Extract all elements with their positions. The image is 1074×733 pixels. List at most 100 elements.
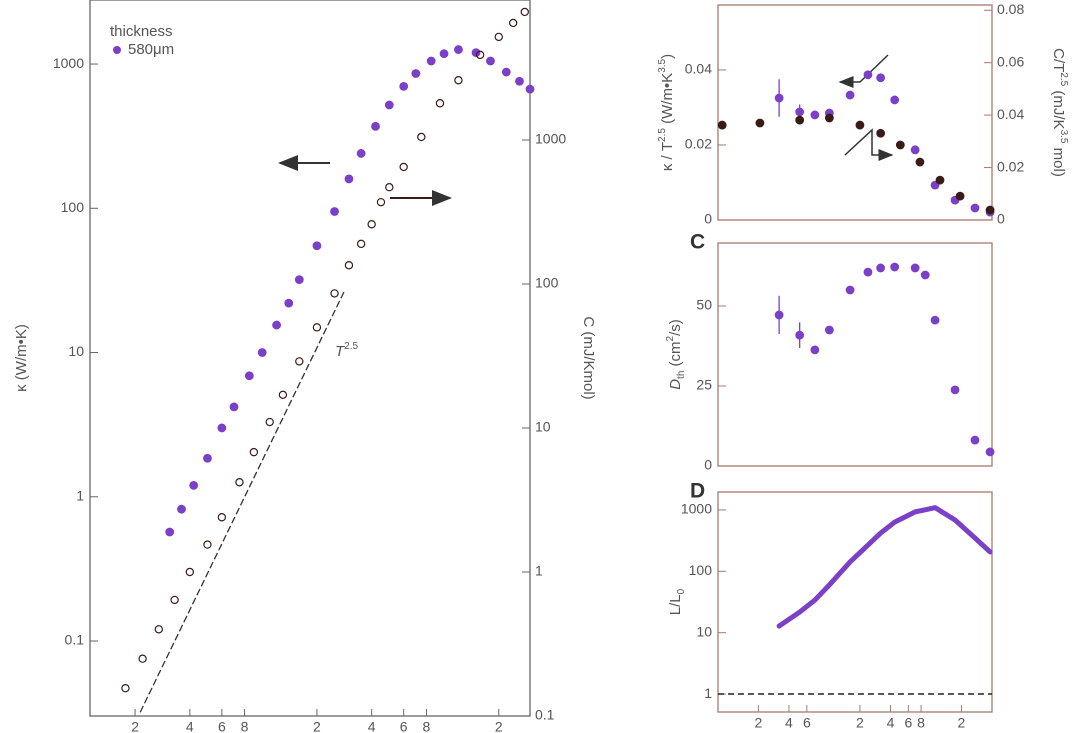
y-tick-label: 10	[696, 623, 712, 639]
data-point	[356, 149, 366, 158]
data-point	[855, 120, 865, 130]
y-tick-label: 0.02	[685, 136, 712, 152]
data-point	[845, 285, 855, 295]
data-point	[272, 320, 281, 330]
label-part: (W/m•K	[659, 73, 676, 128]
data-point	[356, 239, 366, 249]
label-part: 2.5	[657, 128, 668, 142]
data-point	[985, 205, 995, 215]
label-part: 3.5	[1058, 130, 1069, 144]
label-part: κ / T	[659, 142, 676, 171]
annotation: T2.5	[335, 341, 359, 360]
label-part: /s)	[667, 319, 684, 336]
label-part: (cm	[667, 341, 684, 370]
data-point	[876, 128, 886, 138]
data-point	[930, 315, 940, 325]
label-part: th	[676, 371, 687, 379]
panel-label: D	[690, 480, 705, 503]
data-point	[367, 220, 376, 229]
x-tick-label: 4	[186, 719, 194, 733]
y-tick-label: 0.1	[65, 632, 85, 648]
y-tick-label: 1000	[681, 501, 712, 517]
data-point	[185, 567, 195, 577]
data-point	[376, 197, 386, 207]
data-point	[895, 140, 905, 150]
y-axis-label: κ (W/m•K)	[13, 324, 30, 392]
data-point	[876, 73, 886, 83]
y-tick-label: 1	[76, 487, 84, 503]
data-point	[165, 527, 175, 537]
data-point	[845, 90, 855, 100]
data-point	[824, 113, 834, 123]
data-point	[344, 174, 354, 184]
data-point	[330, 289, 339, 298]
plot-frame	[89, 0, 531, 717]
data-point	[294, 275, 304, 285]
data-point	[439, 49, 449, 59]
label-part: mol)	[1050, 143, 1067, 176]
y2-axis-label: C/T2.5 (mJ/K3.5 mol)	[1050, 48, 1069, 177]
data-point	[189, 480, 199, 490]
data-point	[970, 435, 980, 445]
label-part: 0	[676, 588, 687, 594]
data-point	[384, 100, 394, 110]
y-tick-label: 100	[689, 562, 713, 578]
data-point	[121, 683, 130, 693]
label-part: T	[335, 343, 346, 360]
y-tick-label: 50	[696, 297, 712, 313]
data-point	[177, 504, 186, 514]
data-point	[970, 203, 980, 213]
y2-tick-label: 1000	[535, 131, 566, 147]
series-line	[776, 505, 993, 629]
x-tick-label: 6	[218, 719, 226, 733]
data-point	[454, 76, 463, 85]
data-point	[154, 625, 163, 634]
y2-tick-label: 0.06	[997, 53, 1024, 69]
x-tick-label: 2	[958, 715, 966, 731]
y-tick-label: 0	[704, 457, 712, 473]
data-point	[284, 298, 294, 308]
data-point	[755, 118, 765, 128]
data-point	[257, 348, 267, 357]
data-point	[312, 323, 322, 332]
legend-marker	[113, 46, 121, 54]
data-point	[955, 191, 965, 201]
y-tick-label: 25	[696, 377, 712, 393]
y2-tick-label: 100	[535, 275, 559, 291]
plot-frame	[717, 4, 993, 221]
data-point	[810, 345, 820, 355]
data-point	[515, 76, 524, 86]
data-point	[471, 48, 481, 58]
data-point	[235, 478, 244, 487]
data-point	[501, 67, 511, 77]
y2-tick-label: 1	[535, 563, 543, 579]
label-part: D	[667, 379, 684, 390]
data-point	[295, 357, 304, 366]
x-tick-label: 8	[423, 719, 431, 733]
data-point	[810, 110, 820, 120]
reference-line	[139, 289, 346, 713]
data-point	[203, 453, 212, 463]
data-point	[371, 121, 380, 131]
data-point	[170, 595, 179, 605]
label-part: (mJ/K	[1050, 86, 1067, 129]
data-point	[399, 81, 409, 91]
y-tick-label: 1000	[53, 55, 84, 71]
plot-frame	[717, 491, 993, 713]
y2-tick-label: 0.04	[997, 106, 1024, 122]
data-point	[876, 263, 886, 273]
data-point	[385, 183, 394, 192]
data-point	[920, 270, 930, 280]
label-part: )	[659, 54, 676, 59]
data-point	[795, 107, 805, 117]
data-point	[910, 145, 920, 155]
data-point	[138, 654, 147, 663]
data-point	[910, 263, 920, 273]
label-part: 2.5	[1058, 72, 1069, 86]
data-point	[278, 390, 288, 400]
x-tick-label: 8	[241, 719, 249, 733]
data-point	[312, 241, 322, 251]
x-tick-label: 4	[368, 719, 376, 733]
arrow	[844, 128, 894, 161]
data-point	[344, 261, 354, 270]
